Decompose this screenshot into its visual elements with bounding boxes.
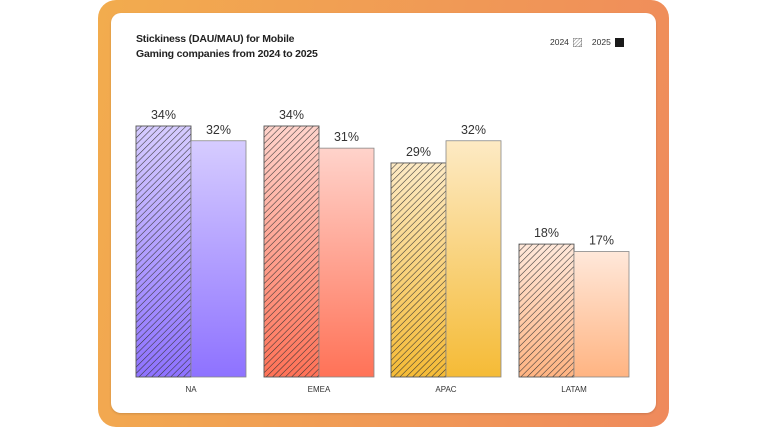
bar-hatch-na-2024 <box>135 125 192 378</box>
legend-label-2024: 2024 <box>550 37 569 47</box>
data-label-latam-2025: 17% <box>589 234 614 248</box>
data-label-na-2024: 34% <box>151 108 176 122</box>
x-tick-apac: APAC <box>435 385 456 394</box>
data-label-emea-2025: 31% <box>334 130 359 144</box>
legend-label-2025: 2025 <box>591 37 611 47</box>
legend-swatch-hatched <box>572 37 582 47</box>
x-tick-emea: EMEA <box>308 385 331 394</box>
legend-swatch-solid <box>614 37 624 47</box>
x-tick-latam: LATAM <box>561 385 587 394</box>
bar-hatch-emea-2024 <box>263 125 320 378</box>
data-label-na-2025: 32% <box>206 123 231 137</box>
data-label-latam-2024: 18% <box>534 226 559 240</box>
bar-hatch-apac-2024 <box>390 162 447 378</box>
data-label-emea-2024: 34% <box>279 108 304 122</box>
bar-emea-2025 <box>318 147 375 378</box>
bar-latam-2025 <box>573 251 630 378</box>
chart-title: Stickiness (DAU/MAU) for Mobile Gaming c… <box>136 33 318 60</box>
legend: 2024 2025 <box>550 37 624 47</box>
bar-apac-2025 <box>445 140 502 378</box>
x-tick-na: NA <box>185 385 197 394</box>
data-label-apac-2025: 32% <box>461 123 486 137</box>
bar-hatch-latam-2024 <box>518 243 575 378</box>
bar-na-2025 <box>190 140 247 378</box>
data-label-apac-2024: 29% <box>406 145 431 159</box>
